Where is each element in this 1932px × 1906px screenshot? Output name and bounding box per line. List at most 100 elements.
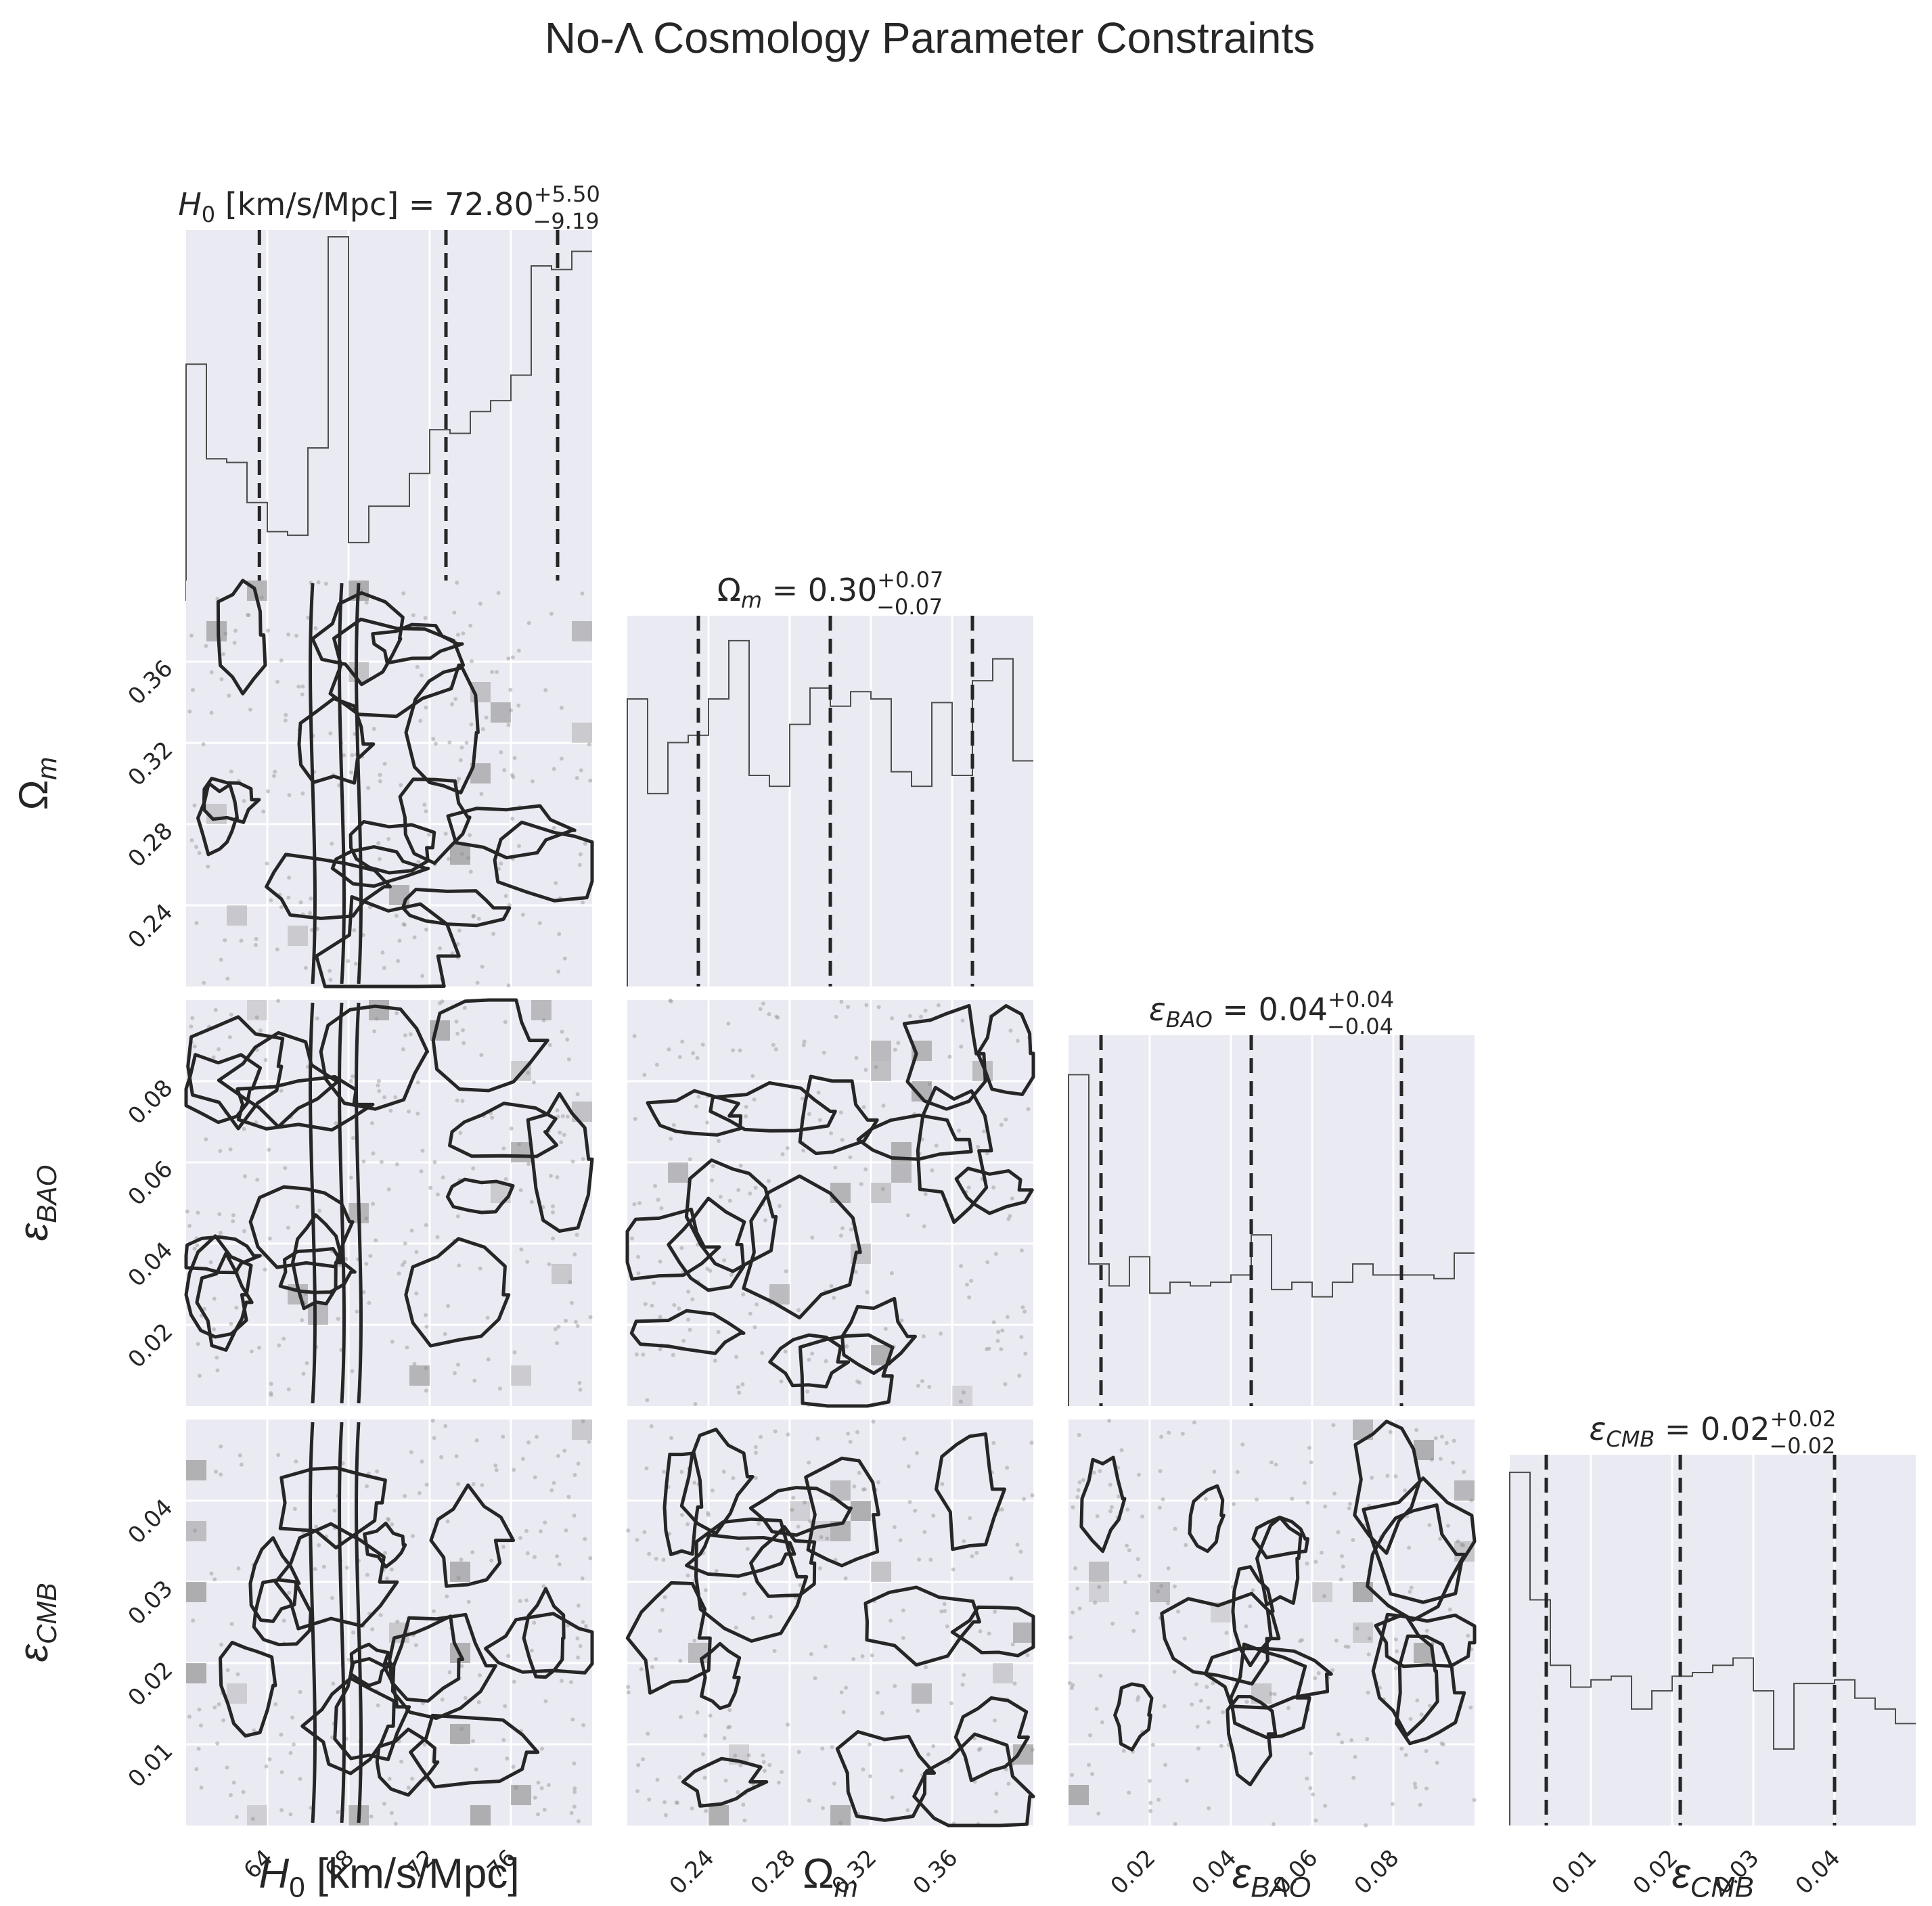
sample-point [744, 1104, 748, 1109]
sample-point [365, 1572, 369, 1577]
sample-point [524, 1528, 529, 1533]
sample-point [696, 1094, 701, 1099]
sample-point [509, 1126, 514, 1131]
y-tick-label: 0.08 [123, 1074, 179, 1130]
sample-point [753, 1445, 758, 1449]
density-cell [206, 621, 227, 641]
sample-point [331, 1681, 336, 1686]
sample-point [647, 1797, 652, 1802]
sample-point [350, 753, 355, 758]
sample-point [267, 1757, 272, 1762]
sample-point [663, 1813, 668, 1817]
sample-point [1309, 1751, 1313, 1756]
sample-point [187, 1715, 192, 1719]
sample-point [253, 943, 258, 947]
sample-point [992, 1718, 997, 1723]
sample-point [532, 1555, 537, 1560]
sample-point [349, 1175, 353, 1180]
histogram-step [1509, 1472, 1916, 1825]
panel-background [1510, 1455, 1916, 1825]
sample-point [637, 1201, 642, 1206]
sample-point [780, 1770, 784, 1775]
hist-title-eBAO: εBAO = 0.04+0.04 [1149, 986, 1394, 1033]
sample-point [936, 1003, 941, 1007]
sample-point [279, 1770, 284, 1775]
contour-level [804, 1456, 880, 1568]
sample-point [898, 1538, 903, 1543]
contour-level [681, 1756, 769, 1808]
sample-point [577, 863, 582, 867]
sample-point [1408, 1589, 1412, 1594]
sample-point [883, 1326, 888, 1331]
sample-point [967, 1295, 972, 1300]
sample-point [371, 1202, 376, 1206]
sample-point [215, 1355, 219, 1360]
sample-point [916, 1708, 920, 1713]
sample-point [569, 1680, 574, 1685]
sample-point [234, 1305, 239, 1310]
sample-point [202, 980, 206, 985]
contour-level [235, 1074, 375, 1132]
sample-point [810, 1351, 815, 1356]
density-cell [871, 1061, 891, 1081]
sample-point [1305, 1776, 1309, 1781]
sample-point [286, 1225, 290, 1230]
sample-point [1211, 1681, 1215, 1685]
contour-ridge [309, 583, 317, 984]
sample-point [368, 1254, 373, 1258]
contour-level [625, 1207, 721, 1281]
sample-point [349, 1079, 353, 1083]
sample-point [791, 1495, 796, 1500]
contour-level [1226, 1695, 1278, 1787]
sample-point [801, 1043, 806, 1047]
density-cell [891, 1162, 912, 1183]
sample-point [1206, 1720, 1211, 1725]
sample-point [1274, 1462, 1278, 1467]
sample-point [208, 1260, 213, 1265]
sample-point [298, 1777, 302, 1782]
sample-point [511, 1765, 516, 1769]
sample-point [723, 1778, 728, 1783]
sample-point [1269, 1692, 1274, 1696]
contour-level [625, 1581, 712, 1695]
sample-point [1156, 1797, 1161, 1802]
sample-point [189, 1024, 194, 1029]
sample-point [376, 1083, 380, 1088]
hist-title-eCMB: εCMB = 0.02+0.02 [1589, 1406, 1836, 1452]
density-cell [1089, 1562, 1109, 1582]
sample-point [727, 1708, 732, 1712]
sample-point [518, 1599, 522, 1604]
sample-point [695, 1710, 700, 1715]
sample-point [255, 1177, 260, 1182]
sample-point [1319, 1550, 1324, 1555]
sample-point [1123, 1580, 1127, 1585]
sample-point [396, 959, 401, 963]
sample-point [650, 1665, 655, 1670]
sample-point [1388, 1430, 1393, 1434]
sample-point [486, 1357, 491, 1362]
sample-point [907, 1014, 912, 1018]
sample-point [752, 1325, 757, 1330]
sample-point [519, 1247, 524, 1252]
density-cell [912, 1683, 932, 1704]
sample-point [1248, 1604, 1253, 1609]
sample-point [1462, 1470, 1466, 1474]
sample-point [303, 966, 308, 970]
sample-point [212, 1327, 217, 1332]
sample-point [353, 961, 358, 966]
y-tick-label: 0.04 [123, 1494, 179, 1549]
sample-point [999, 1122, 1004, 1127]
contour-panel-H0-eBAO: 0.02 0.04 0.06 0.08 εBAO [11, 998, 594, 1406]
sample-point [583, 1537, 587, 1541]
sample-point [267, 1236, 272, 1241]
sample-point [388, 1108, 393, 1113]
sample-point [1203, 1497, 1208, 1501]
sample-point [316, 580, 321, 585]
sample-point [223, 938, 227, 943]
sample-point [907, 1499, 912, 1504]
sample-point [1466, 1633, 1470, 1638]
sample-point [1385, 1474, 1390, 1478]
sample-point [1313, 1818, 1318, 1823]
sample-point [471, 1482, 476, 1487]
sample-point [570, 1717, 575, 1722]
